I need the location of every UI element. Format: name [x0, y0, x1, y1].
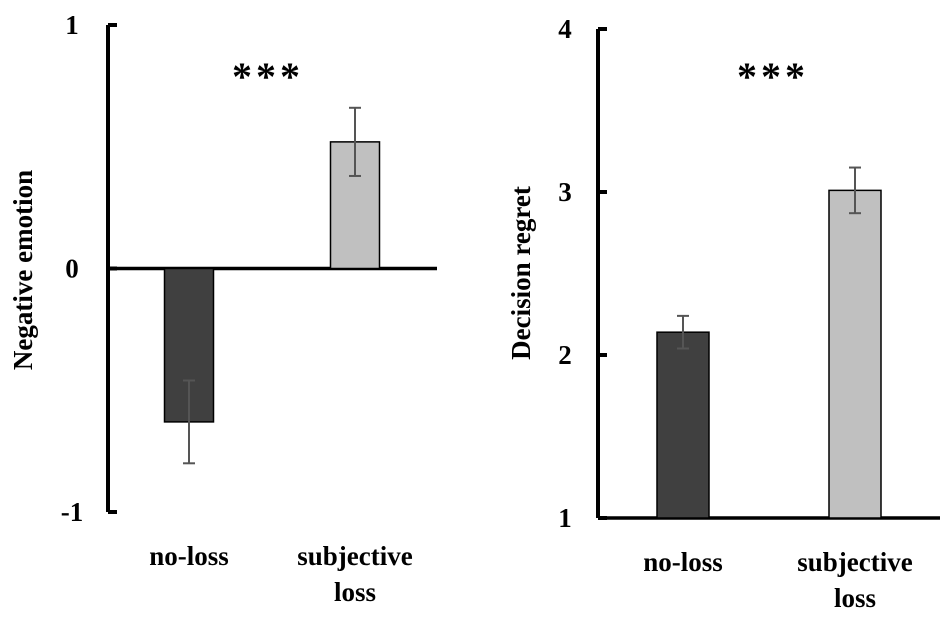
chart-panel-2: 1 2 3 4 no-loss subjective loss Decision regret… — [506, 14, 940, 613]
y-tick-label: 1 — [65, 10, 79, 40]
category-label: subjective — [797, 547, 912, 577]
y-tick-label: 3 — [558, 177, 572, 207]
y-tick-label: 0 — [65, 254, 79, 284]
significance-marker: *** — [232, 54, 304, 99]
bar — [656, 331, 710, 519]
chart-panel-1: -1 0 1 no-loss subjective loss Negative emotio… — [8, 10, 437, 607]
category-label: subjective — [297, 541, 412, 571]
significance-marker: *** — [737, 54, 809, 99]
category-label: loss — [334, 577, 376, 607]
y-axis-label: Decision regret — [506, 186, 536, 360]
y-axis-label: Negative emotion — [8, 170, 38, 370]
y-tick-label: -1 — [61, 497, 84, 527]
bar — [828, 189, 882, 519]
category-label: no-loss — [643, 547, 723, 577]
y-tick-label: 4 — [558, 14, 572, 44]
y-tick-label: 2 — [558, 340, 572, 370]
category-label: loss — [834, 583, 876, 613]
y-tick-label: 1 — [558, 503, 572, 533]
category-label: no-loss — [149, 541, 229, 571]
